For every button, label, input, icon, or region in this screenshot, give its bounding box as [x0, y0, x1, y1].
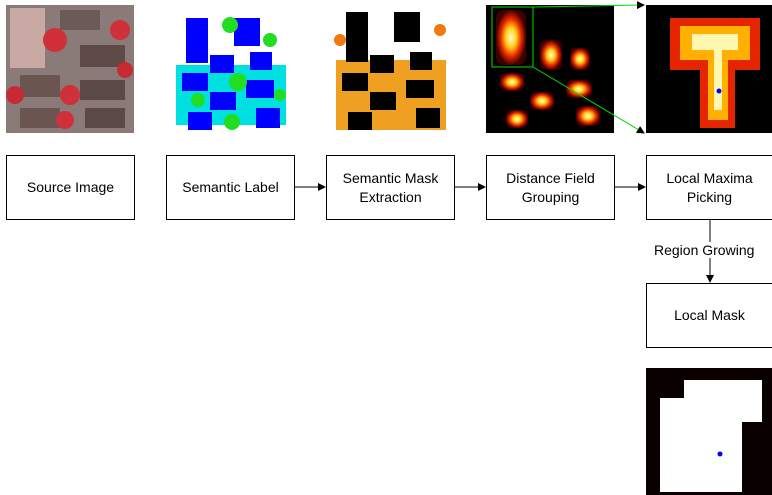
node: Distance Field Grouping — [486, 155, 615, 220]
diagram: Source Image Semantic Label Semantic Mas… — [0, 0, 772, 495]
node: Semantic Mask Extraction — [326, 155, 455, 220]
node: Semantic Label — [166, 155, 295, 220]
edge-label: Region Growing — [652, 242, 756, 258]
distance-field-image — [486, 5, 614, 133]
source-image — [6, 5, 134, 133]
zoomed-distance-image — [646, 5, 772, 133]
node: Local Maxima Picking — [646, 155, 772, 220]
local-mask-image — [646, 368, 772, 495]
semantic-label-image — [166, 5, 294, 133]
node: Local Mask — [646, 283, 772, 348]
semantic-mask-image — [326, 5, 454, 133]
node: Source Image — [6, 155, 135, 220]
